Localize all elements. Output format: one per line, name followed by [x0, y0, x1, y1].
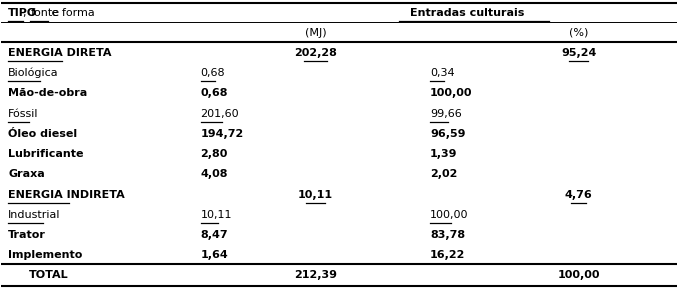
- Text: Industrial: Industrial: [8, 210, 60, 220]
- Text: 0,68: 0,68: [201, 88, 228, 98]
- Text: 100,00: 100,00: [430, 210, 468, 220]
- Text: Graxa: Graxa: [8, 169, 45, 179]
- Text: 212,39: 212,39: [294, 270, 337, 280]
- Text: 8,47: 8,47: [201, 230, 228, 240]
- Text: ENERGIA DIRETA: ENERGIA DIRETA: [8, 48, 112, 58]
- Text: 96,59: 96,59: [430, 129, 466, 139]
- Text: (MJ): (MJ): [304, 28, 326, 38]
- Text: 1,64: 1,64: [201, 250, 228, 260]
- Text: 100,00: 100,00: [557, 270, 600, 280]
- Text: fonte: fonte: [31, 8, 60, 18]
- Text: 0,34: 0,34: [430, 68, 455, 78]
- Text: 1,39: 1,39: [430, 149, 458, 159]
- Text: 194,72: 194,72: [201, 129, 244, 139]
- Text: 4,08: 4,08: [201, 169, 228, 179]
- Text: 83,78: 83,78: [430, 230, 465, 240]
- Text: Lubrificante: Lubrificante: [8, 149, 83, 159]
- Text: 99,66: 99,66: [430, 109, 462, 119]
- Text: Mão-de-obra: Mão-de-obra: [8, 88, 87, 98]
- Text: e forma: e forma: [48, 8, 95, 18]
- Text: 2,80: 2,80: [201, 149, 228, 159]
- Text: Fóssil: Fóssil: [8, 109, 39, 119]
- Text: 16,22: 16,22: [430, 250, 466, 260]
- Text: 4,76: 4,76: [565, 190, 593, 199]
- Text: ENERGIA INDIRETA: ENERGIA INDIRETA: [8, 190, 125, 199]
- Text: Entradas culturais: Entradas culturais: [410, 8, 525, 18]
- Text: ,: ,: [24, 8, 31, 18]
- Text: 100,00: 100,00: [430, 88, 473, 98]
- Text: 10,11: 10,11: [298, 190, 333, 199]
- Text: 0,68: 0,68: [201, 68, 225, 78]
- Text: 201,60: 201,60: [201, 109, 239, 119]
- Text: (%): (%): [569, 28, 589, 38]
- Text: Óleo diesel: Óleo diesel: [8, 129, 77, 139]
- Text: Implemento: Implemento: [8, 250, 83, 260]
- Text: TOTAL: TOTAL: [29, 270, 68, 280]
- Text: 202,28: 202,28: [294, 48, 337, 58]
- Text: Biológica: Biológica: [8, 68, 59, 79]
- Text: 95,24: 95,24: [561, 48, 597, 58]
- Text: Trator: Trator: [8, 230, 46, 240]
- Text: 2,02: 2,02: [430, 169, 458, 179]
- Text: TIPO: TIPO: [8, 8, 37, 18]
- Text: 10,11: 10,11: [201, 210, 232, 220]
